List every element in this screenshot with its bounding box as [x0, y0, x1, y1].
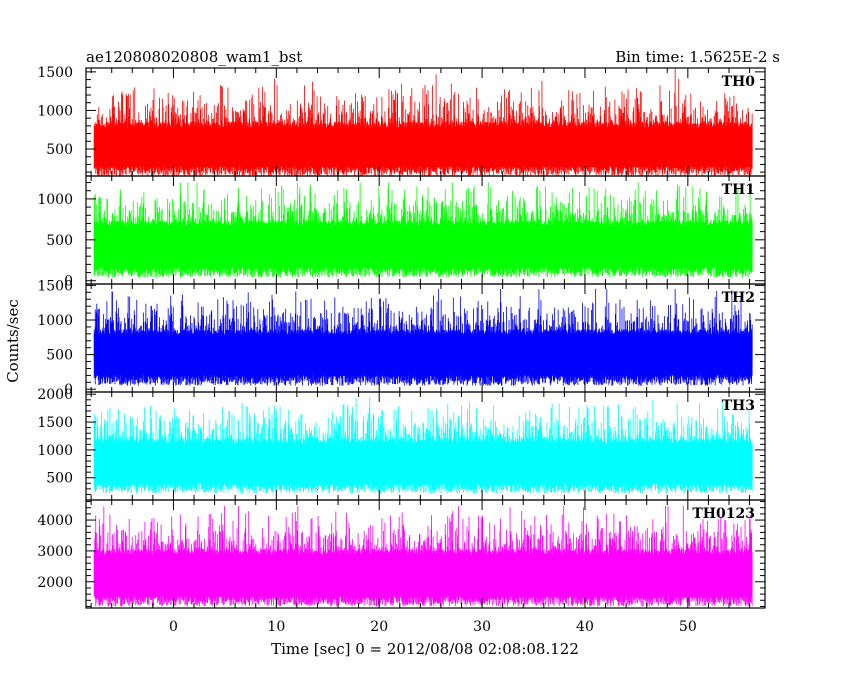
y-tick-label: 1500	[37, 65, 73, 81]
y-tick-label: 0	[64, 274, 73, 290]
x-tick-label: 20	[370, 619, 388, 635]
panel-frame	[85, 499, 766, 609]
y-tick-label: 4000	[37, 513, 73, 529]
panel-th0: 500 1000 1500 TH0	[37, 65, 766, 177]
y-tick-label: 3000	[37, 544, 73, 560]
series-body-th3	[93, 438, 753, 474]
x-tick-label: 30	[473, 619, 491, 635]
series-body-th0	[93, 121, 753, 159]
panel-th2: 0 500 1000 1500 TH2	[37, 278, 766, 398]
series-body-th2	[93, 329, 753, 363]
series-body-th0123	[93, 548, 753, 587]
chart-title: ae120808020808_wam1_bst	[86, 48, 302, 66]
panel-label-th2: TH2	[722, 290, 755, 306]
y-tick-label: 1500	[37, 278, 73, 294]
panel-label-th3: TH3	[722, 398, 755, 414]
y-tick-label: 1000	[37, 103, 73, 119]
x-axis-title: Time [sec] 0 = 2012/08/08 02:08:08.122	[271, 640, 579, 658]
bin-time-label: Bin time: 1.5625E-2 s	[615, 48, 780, 66]
series-body-th1	[93, 220, 753, 255]
y-tick-label: 500	[46, 471, 73, 487]
x-tick-label: 0	[169, 619, 178, 635]
panel-label-th0123: TH0123	[692, 506, 755, 522]
y-tick-label: 1000	[37, 313, 73, 329]
x-tick-label: 10	[267, 619, 285, 635]
y-tick-label: 1000	[37, 192, 73, 208]
x-axis: 0 10 20 30 40 50	[169, 619, 697, 635]
y-tick-label: 2000	[37, 575, 73, 591]
x-tick-label: 40	[576, 619, 594, 635]
y-tick-label: 2000	[37, 387, 73, 403]
panel-label-th1: TH1	[722, 182, 755, 198]
y-tick-label: 0	[64, 382, 73, 398]
y-tick-label: 500	[46, 233, 73, 249]
series-th0	[93, 68, 753, 176]
panel-th0123: 2000 3000 4000 TH0123	[37, 499, 766, 609]
panel-label-th0: TH0	[722, 74, 756, 90]
panels-group: 500 1000 1500 TH0 0 500 1000 TH1 0 500 1000 1500 TH2…	[37, 65, 766, 609]
panel-th1: 0 500 1000 TH1	[37, 175, 766, 290]
panel-th3: 500 1000 1500 2000 TH3	[37, 387, 766, 501]
y-tick-label: 1500	[37, 415, 73, 431]
y-tick-label: 500	[46, 142, 73, 158]
y-tick-label: 500	[46, 348, 73, 364]
x-tick-label: 50	[679, 619, 697, 635]
y-axis-title: Counts/sec	[4, 299, 22, 383]
y-tick-label: 1000	[37, 443, 73, 459]
